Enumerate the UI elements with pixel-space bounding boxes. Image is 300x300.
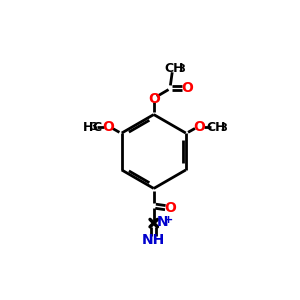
- Text: H: H: [83, 121, 93, 134]
- Text: O: O: [102, 120, 114, 134]
- Text: C: C: [92, 121, 101, 134]
- Text: CH: CH: [165, 61, 184, 75]
- Text: CH: CH: [207, 121, 226, 134]
- Text: N: N: [157, 215, 168, 229]
- Text: 3: 3: [221, 123, 227, 134]
- Text: +: +: [164, 215, 173, 225]
- Text: NH: NH: [142, 233, 165, 247]
- Text: 3: 3: [90, 122, 97, 132]
- Text: O: O: [164, 201, 176, 215]
- Text: 3: 3: [179, 64, 185, 74]
- Text: O: O: [193, 120, 205, 134]
- Text: O: O: [181, 81, 193, 95]
- Text: O: O: [148, 92, 160, 106]
